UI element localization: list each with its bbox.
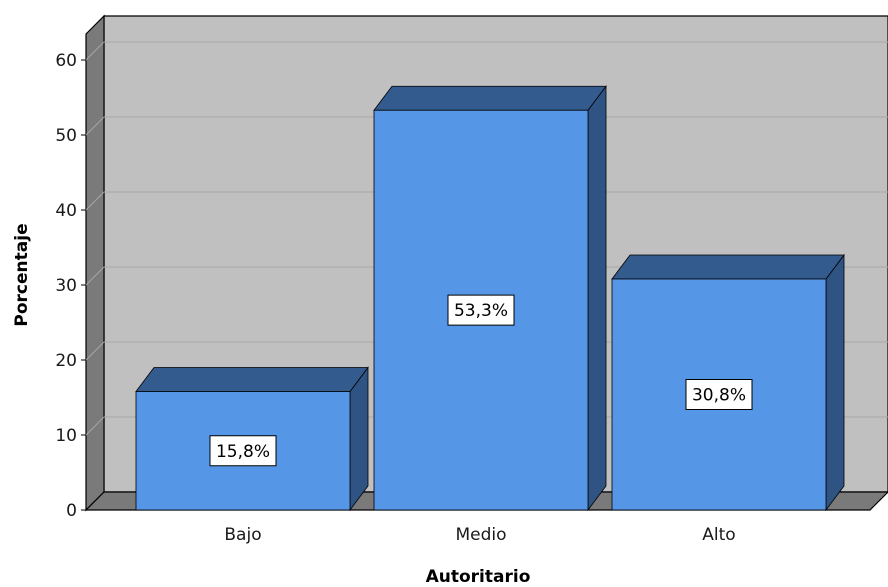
y-tick-label: 0 (66, 501, 77, 521)
gridline-side (85, 41, 105, 61)
y-axis-ticks: 0 10 20 30 40 50 60 (55, 51, 86, 521)
y-tick-label: 20 (55, 351, 77, 371)
y-tick-label: 50 (55, 126, 77, 146)
bar-top (373, 85, 607, 111)
bar-alto: 30,8% (611, 253, 845, 512)
bar-side (349, 366, 369, 512)
gridline-side (85, 116, 105, 136)
bar-side (825, 253, 845, 512)
x-axis-title: Autoritario (426, 567, 531, 587)
data-label: 53,3% (454, 301, 508, 321)
data-label-box (447, 294, 515, 326)
data-label: 30,8% (692, 386, 746, 406)
x-axis-ticks: Bajo Medio Alto (224, 525, 735, 545)
gridline-side (85, 416, 105, 436)
x-tick-label: Bajo (224, 525, 261, 545)
bar-top (135, 367, 369, 392)
data-label-box (685, 379, 753, 410)
side-wall (85, 14, 105, 512)
y-tick-label: 10 (55, 426, 77, 446)
bar-side (587, 85, 607, 512)
bar-medio: 53,3% (373, 85, 607, 512)
y-tick-label: 40 (55, 201, 77, 221)
x-tick-label: Medio (455, 525, 506, 545)
gridline-side (85, 341, 105, 361)
gridline-side (85, 191, 105, 211)
y-axis-title: Porcentaje (12, 223, 32, 326)
bar-bajo: 15,8% (135, 366, 369, 512)
bar-top (611, 254, 845, 280)
gridline-side (85, 266, 105, 286)
y-tick-label: 60 (55, 51, 77, 71)
data-label: 15,8% (216, 442, 270, 462)
data-label-box (209, 435, 277, 467)
y-tick-label: 30 (55, 276, 77, 296)
bar-front (373, 109, 589, 511)
bars: 15,8% 53,3% 30,8% (135, 85, 845, 512)
x-tick-label: Alto (702, 525, 735, 545)
